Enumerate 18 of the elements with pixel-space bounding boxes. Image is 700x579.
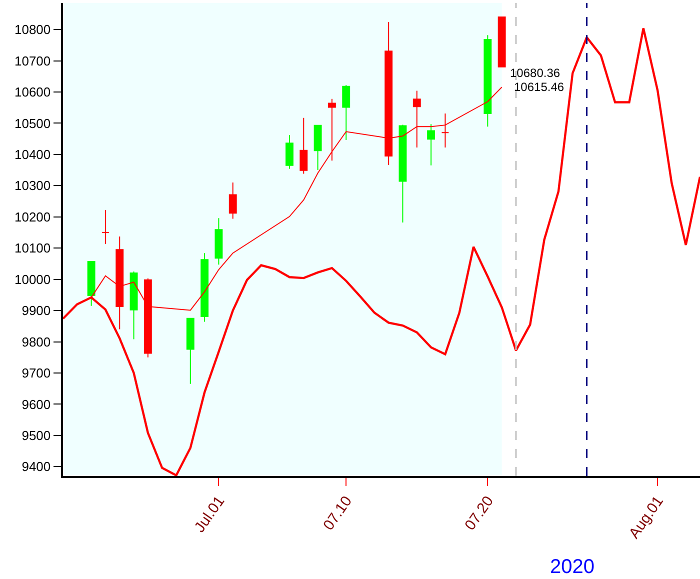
y-tick-label: 10500 (14, 116, 51, 131)
y-tick-label: 9400 (22, 459, 51, 474)
y-tick-label: 10600 (14, 84, 51, 100)
text: 2020 (550, 556, 594, 578)
y-tick-label: 10800 (14, 22, 51, 38)
annotation: 10680.36 (510, 66, 560, 80)
y-tick-label: 10000 (14, 272, 51, 287)
y-tick-label: 9800 (22, 334, 51, 350)
y-tick-label: 10700 (14, 53, 51, 68)
annotation: 10615.46 (514, 80, 564, 94)
y-tick-label: 10300 (14, 178, 51, 194)
y-tick-label: 9700 (22, 366, 51, 381)
y-tick-label: 10200 (14, 209, 51, 224)
y-tick-label: 10400 (14, 146, 51, 162)
y-tick-label: 9600 (22, 396, 51, 412)
y-tick-label: 10100 (14, 240, 51, 256)
y-tick-label: 9500 (22, 428, 51, 443)
y-tick-label: 9900 (22, 303, 51, 318)
